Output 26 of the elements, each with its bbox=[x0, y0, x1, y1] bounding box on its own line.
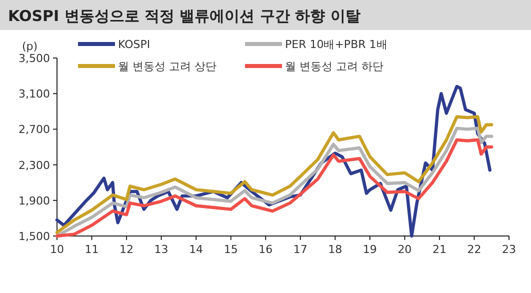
y-tick-label: 1,900 bbox=[18, 194, 50, 208]
y-axis-title: (p) bbox=[22, 40, 38, 53]
legend-label: 월 변동성 고려 하단 bbox=[285, 60, 384, 73]
x-tick-label: 20 bbox=[398, 243, 412, 256]
x-tick-label: 14 bbox=[189, 243, 204, 256]
y-tick-label: 3,100 bbox=[18, 88, 50, 101]
legend-label: KOSPI bbox=[118, 38, 150, 51]
legend-label: PER 10배+PBR 1배 bbox=[285, 38, 388, 51]
x-tick-label: 17 bbox=[293, 243, 308, 256]
x-tick-label: 10 bbox=[50, 243, 64, 256]
y-tick-label: 2,700 bbox=[18, 123, 50, 136]
legend-label: 월 변동성 고려 상단 bbox=[118, 60, 216, 73]
x-tick-label: 23 bbox=[502, 243, 516, 256]
x-tick-label: 11 bbox=[84, 243, 99, 256]
x-tick-label: 19 bbox=[362, 243, 377, 256]
x-tick-label: 15 bbox=[224, 243, 238, 256]
x-tick-label: 18 bbox=[328, 243, 342, 256]
y-tick-label: 2,300 bbox=[18, 158, 50, 172]
x-tick-label: 22 bbox=[467, 243, 482, 256]
x-tick-label: 12 bbox=[120, 243, 134, 256]
x-tick-label: 13 bbox=[154, 243, 168, 256]
y-tick-label: 3,500 bbox=[18, 52, 50, 65]
x-tick-label: 16 bbox=[258, 243, 273, 256]
x-tick-label: 21 bbox=[432, 243, 446, 256]
chart-title: KOSPI 변동성으로 적정 밸류에이션 구간 하향 이탈 bbox=[8, 7, 360, 25]
y-tick-label: 1,500 bbox=[18, 230, 50, 243]
